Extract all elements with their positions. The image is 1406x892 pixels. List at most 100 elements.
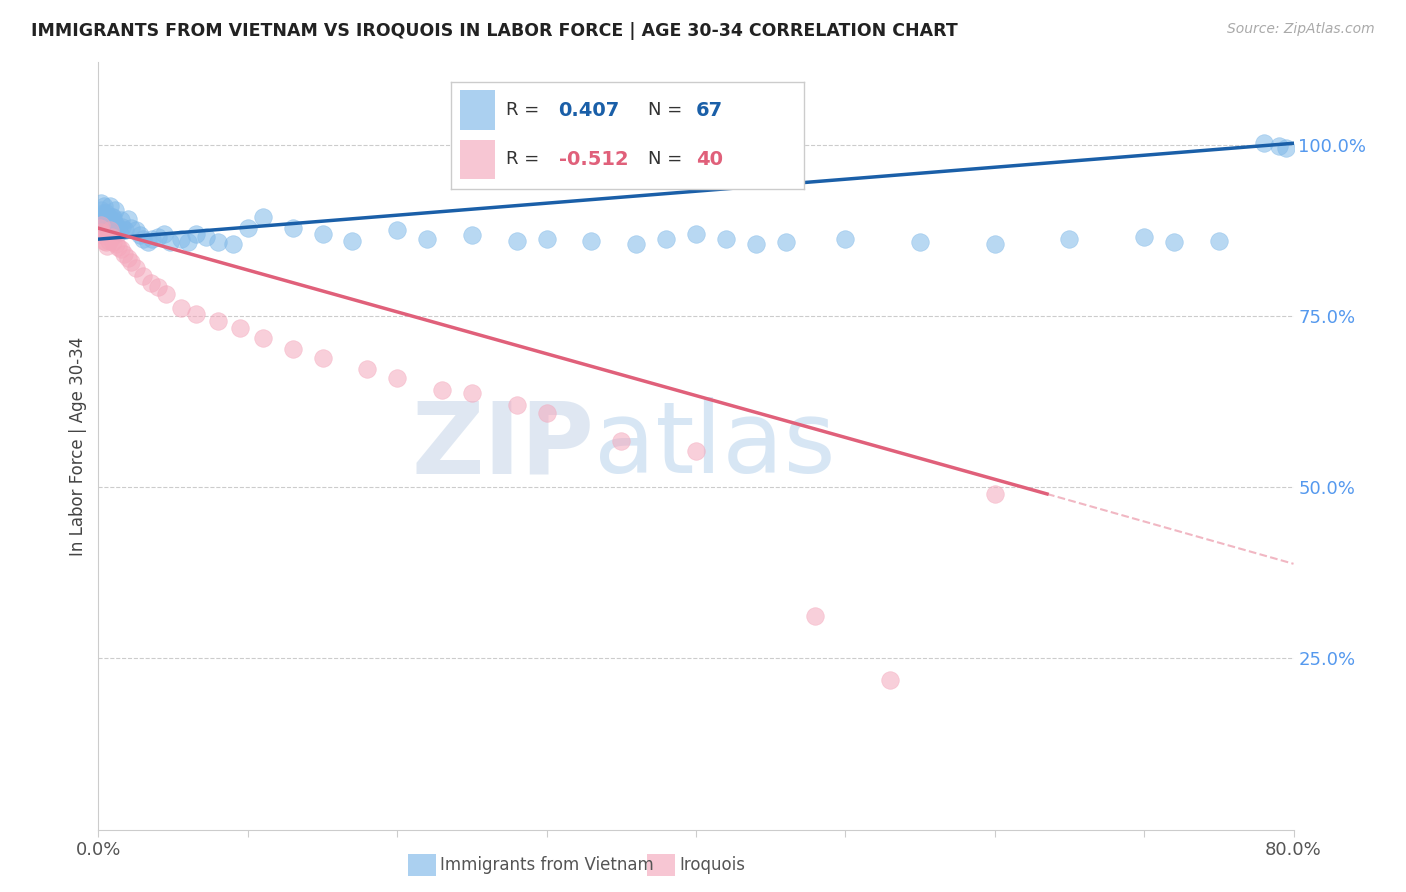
Point	[506, 398, 529, 412]
Point	[139, 276, 162, 290]
Point	[984, 487, 1007, 501]
Point	[117, 251, 139, 265]
Text: Source: ZipAtlas.com: Source: ZipAtlas.com	[1227, 22, 1375, 37]
Point	[385, 223, 409, 237]
Point	[879, 673, 901, 688]
Point	[385, 370, 409, 384]
Point	[141, 232, 163, 246]
Point	[745, 236, 768, 251]
Point	[281, 221, 304, 235]
Point	[96, 239, 118, 253]
Text: IMMIGRANTS FROM VIETNAM VS IROQUOIS IN LABOR FORCE | AGE 30-34 CORRELATION CHART: IMMIGRANTS FROM VIETNAM VS IROQUOIS IN L…	[31, 22, 957, 40]
Point	[108, 225, 131, 239]
Point	[281, 342, 304, 356]
Point	[416, 232, 439, 246]
Point	[125, 260, 148, 275]
Point	[1133, 230, 1156, 244]
Point	[1275, 141, 1298, 155]
Point	[626, 236, 648, 251]
Point	[169, 301, 191, 315]
Point	[834, 232, 856, 246]
Point	[98, 223, 122, 237]
Point	[93, 234, 115, 248]
Point	[610, 434, 633, 448]
Point	[90, 202, 112, 217]
Point	[103, 213, 125, 227]
Point	[91, 206, 114, 220]
Point	[153, 227, 176, 241]
Point	[155, 287, 177, 301]
Point	[101, 230, 124, 244]
Point	[89, 210, 111, 224]
Point	[1163, 235, 1185, 249]
Point	[125, 223, 148, 237]
Point	[984, 236, 1007, 251]
Point	[222, 236, 245, 251]
Point	[342, 234, 364, 248]
Point	[91, 216, 114, 230]
Point	[311, 351, 333, 366]
Point	[159, 235, 181, 249]
Point	[103, 210, 125, 224]
Point	[90, 195, 112, 210]
Y-axis label: In Labor Force | Age 30-34: In Labor Force | Age 30-34	[69, 336, 87, 556]
Point	[107, 221, 129, 235]
Point	[1208, 234, 1230, 248]
Point	[107, 240, 129, 254]
Point	[536, 406, 558, 420]
Point	[714, 232, 737, 246]
Point	[96, 210, 118, 224]
Point	[105, 236, 128, 251]
Point	[97, 210, 120, 224]
Point	[96, 214, 118, 228]
Point	[93, 210, 115, 224]
Point	[229, 321, 252, 335]
Point	[120, 255, 142, 269]
Point	[104, 202, 127, 217]
Point	[207, 314, 229, 328]
Point	[461, 385, 484, 400]
Point	[105, 219, 128, 233]
Point	[655, 232, 678, 246]
Point	[506, 234, 529, 248]
Point	[685, 227, 707, 241]
Text: ZIP: ZIP	[412, 398, 595, 494]
Point	[908, 235, 931, 249]
Point	[461, 228, 484, 243]
Point	[581, 234, 603, 248]
Text: atlas: atlas	[595, 398, 837, 494]
Point	[252, 331, 274, 345]
Point	[177, 235, 200, 249]
Point	[1267, 139, 1289, 153]
Point	[110, 242, 132, 256]
Point	[775, 235, 797, 249]
Point	[101, 210, 124, 224]
Point	[252, 210, 274, 224]
Point	[236, 221, 259, 235]
Point	[93, 199, 115, 213]
Point	[120, 221, 142, 235]
Point	[94, 235, 117, 249]
Point	[110, 213, 132, 227]
Point	[685, 444, 707, 458]
Point	[98, 199, 122, 213]
Point	[148, 230, 170, 244]
Point	[356, 362, 378, 376]
Point	[91, 228, 114, 243]
Point	[136, 235, 159, 249]
Point	[94, 219, 117, 234]
Point	[1253, 136, 1275, 151]
Point	[1059, 232, 1081, 246]
Text: Iroquois: Iroquois	[679, 855, 745, 874]
Point	[148, 280, 170, 294]
Point	[804, 608, 827, 623]
Point	[311, 227, 333, 241]
Text: Immigrants from Vietnam: Immigrants from Vietnam	[440, 855, 654, 874]
Point	[132, 232, 155, 246]
Point	[90, 225, 112, 239]
Point	[129, 228, 152, 243]
Point	[184, 308, 207, 322]
Point	[112, 247, 135, 261]
Point	[89, 221, 111, 235]
Point	[195, 230, 218, 244]
